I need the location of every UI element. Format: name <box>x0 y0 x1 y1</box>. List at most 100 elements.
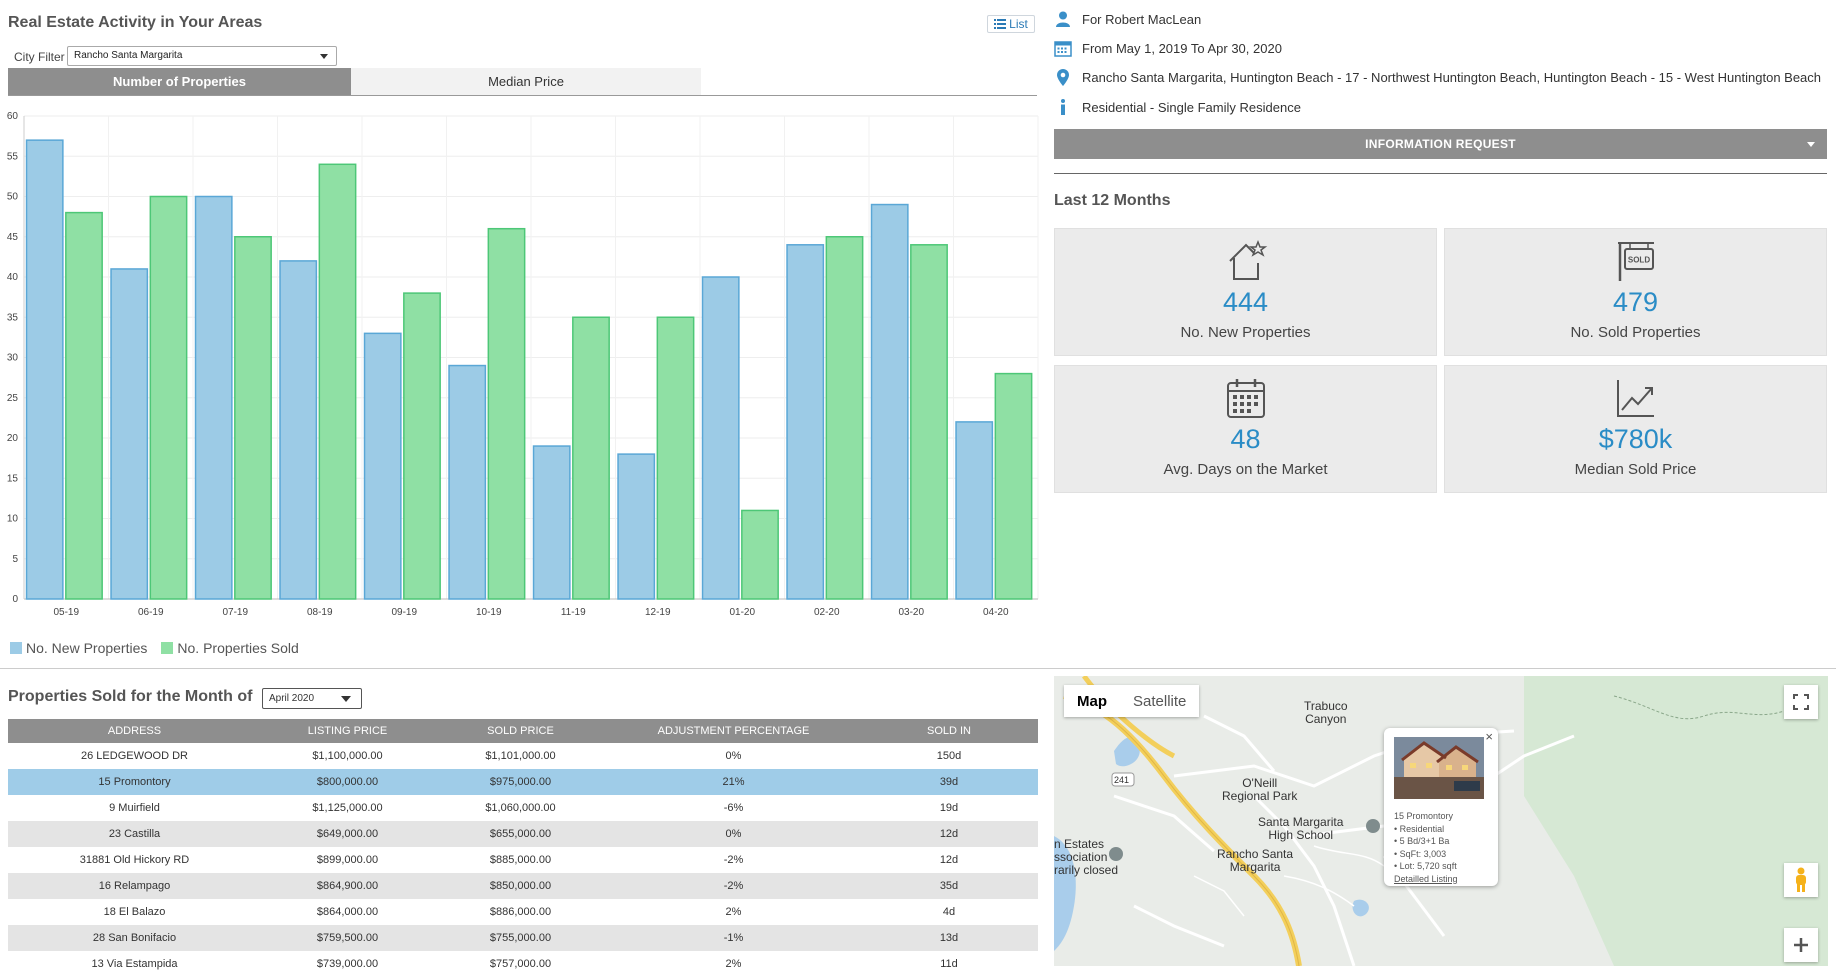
cell-adjustment: 0% <box>725 750 742 762</box>
bar-properties-sold[interactable] <box>65 211 103 600</box>
street-view-button[interactable] <box>1784 863 1818 897</box>
popup-line: • 5 Bd/3+1 Ba <box>1394 836 1450 846</box>
month-select[interactable]: April 2020 <box>262 688 362 709</box>
bar-new-properties[interactable] <box>617 453 656 600</box>
bar-new-properties[interactable] <box>25 139 64 600</box>
bar-properties-sold[interactable] <box>572 316 610 600</box>
cell-address: 13 Via Estampida <box>91 958 178 970</box>
cell-sold-price: $975,000.00 <box>434 769 607 795</box>
cell-sold-price: $886,000.00 <box>489 906 552 918</box>
table-row[interactable]: 28 San Bonifacio $759,500.00 $755,000.00 -1… <box>8 925 1038 951</box>
cell-address: 15 Promontory <box>8 769 261 795</box>
cell-sold-in: 11d <box>940 958 958 970</box>
cell-listing-price: $899,000.00 <box>316 854 379 866</box>
cell-sold-price: $885,000.00 <box>489 854 552 866</box>
bar-new-properties[interactable] <box>786 244 825 600</box>
x-tick-label: 09-19 <box>391 607 417 618</box>
cell-address: 26 LEDGEWOOD DR <box>81 750 188 762</box>
cell-address: 23 Castilla <box>8 821 261 847</box>
svg-text:SOLD: SOLD <box>1627 256 1649 265</box>
bar-properties-sold[interactable] <box>487 227 526 600</box>
table-row[interactable]: 9 Muirfield $1,125,000.00 $1,060,000.00 -6%… <box>8 795 1038 821</box>
info-icon <box>1054 98 1072 116</box>
y-tick-label: 0 <box>12 594 18 605</box>
stat-card-days-on-market: 48 Avg. Days on the Market <box>1054 365 1437 493</box>
cell-adjustment: 0% <box>607 821 860 847</box>
list-view-button[interactable]: List <box>987 15 1035 33</box>
bar-new-properties[interactable] <box>870 203 909 600</box>
table-row[interactable]: 15 Promontory $800,000.00 $975,000.00 21% 39… <box>8 769 1038 795</box>
bar-new-properties[interactable] <box>110 268 149 600</box>
bar-new-properties[interactable] <box>363 332 402 600</box>
city-filter-label: City Filter <box>14 50 65 64</box>
cell-sold-in: 12d <box>939 854 959 866</box>
map-tab[interactable]: Map <box>1077 692 1107 710</box>
bar-properties-sold[interactable] <box>318 163 357 600</box>
calendar-small-icon <box>1054 39 1072 57</box>
city-filter-select[interactable]: Rancho Santa Margarita <box>67 46 337 66</box>
house-star-icon <box>1224 239 1268 288</box>
bar-new-properties[interactable] <box>955 421 994 600</box>
col-adjustment[interactable]: ADJUSTMENT PERCENTAGE <box>607 719 860 743</box>
cell-adjustment: 21% <box>607 769 860 795</box>
detailed-listing-link[interactable]: Detailled Listing <box>1394 873 1458 884</box>
x-tick-label: 06-19 <box>138 607 164 618</box>
bar-new-properties[interactable] <box>532 445 571 600</box>
bar-properties-sold[interactable] <box>234 236 272 600</box>
cell-address: 16 Relampago <box>8 873 261 899</box>
cell-sold-in: 35d <box>860 873 1038 899</box>
table-row[interactable]: 13 Via Estampida $739,000.00 $757,000.00 2%… <box>8 951 1038 977</box>
bar-properties-sold[interactable] <box>403 292 441 600</box>
y-tick-label: 35 <box>7 312 19 323</box>
cell-adjustment: 2% <box>725 958 742 970</box>
table-row[interactable]: 31881 Old Hickory RD $899,000.00 $885,000.… <box>8 847 1038 873</box>
information-request-button[interactable]: INFORMATION REQUEST <box>1054 129 1827 159</box>
table-row[interactable]: 18 El Balazo $864,000.00 $886,000.00 2% 4d <box>8 899 1038 925</box>
stat-value-median: $780k <box>1598 424 1673 454</box>
cell-listing-price: $739,000.00 <box>316 958 379 970</box>
bar-new-properties[interactable] <box>448 364 487 600</box>
fullscreen-icon <box>1793 694 1809 710</box>
x-tick-label: 03-20 <box>898 607 924 618</box>
bar-properties-sold[interactable] <box>149 195 188 600</box>
bar-properties-sold[interactable] <box>994 372 1033 600</box>
legend-item-new[interactable]: No. New Properties <box>10 640 147 656</box>
close-icon[interactable]: × <box>1485 729 1493 744</box>
satellite-tab[interactable]: Satellite <box>1133 692 1187 710</box>
list-icon <box>994 19 1007 29</box>
cell-adjustment: -6% <box>723 802 744 814</box>
bar-new-properties[interactable] <box>194 195 233 600</box>
popup-address: 15 Promontory <box>1394 811 1454 821</box>
table-row[interactable]: 16 Relampago $864,900.00 $850,000.00 -2% 35d <box>8 873 1038 899</box>
y-tick-label: 15 <box>7 473 19 484</box>
legend-label-sold: No. Properties Sold <box>177 640 299 656</box>
map-view[interactable]: Map Satellite Trabuco Canyon O'Neill Regio… <box>1054 676 1828 966</box>
info-areas-text: Rancho Santa Margarita, Huntington Beach… <box>1082 69 1822 85</box>
col-address[interactable]: ADDRESS <box>8 719 261 743</box>
listing-popup[interactable]: × 15 Promontory • Residential • 5 Bd/3+1… <box>1384 728 1498 886</box>
y-tick-label: 60 <box>7 111 19 122</box>
stat-label-days: Avg. Days on the Market <box>1163 461 1328 478</box>
bar-properties-sold[interactable] <box>656 316 695 600</box>
x-tick-label: 01-20 <box>729 607 755 618</box>
map-label-estates: n Estates ssociation rarily closed <box>1054 837 1119 877</box>
cell-address: 9 Muirfield <box>109 802 160 814</box>
legend-item-sold[interactable]: No. Properties Sold <box>161 640 299 656</box>
bar-properties-sold[interactable] <box>825 236 864 600</box>
col-listing-price[interactable]: LISTING PRICE <box>261 719 434 743</box>
zoom-in-button[interactable] <box>1784 928 1818 962</box>
fullscreen-button[interactable] <box>1784 685 1818 719</box>
bar-new-properties[interactable] <box>279 260 318 600</box>
bar-properties-sold[interactable] <box>910 244 948 600</box>
list-label: List <box>1009 17 1028 31</box>
trend-up-icon <box>1614 376 1658 425</box>
table-row[interactable]: 26 LEDGEWOOD DR $1,100,000.00 $1,101,000.0… <box>8 743 1038 769</box>
col-sold-price[interactable]: SOLD PRICE <box>434 719 607 743</box>
col-sold-in[interactable]: SOLD IN <box>860 719 1038 743</box>
sold-section-title: Properties Sold for the Month of <box>8 688 253 705</box>
tab-median-price[interactable]: Median Price <box>351 68 701 95</box>
bar-new-properties[interactable] <box>701 276 740 600</box>
table-row[interactable]: 23 Castilla $649,000.00 $655,000.00 0% 12d <box>8 821 1038 847</box>
tab-number-of-properties[interactable]: Number of Properties <box>8 68 351 95</box>
bar-properties-sold[interactable] <box>741 509 779 600</box>
